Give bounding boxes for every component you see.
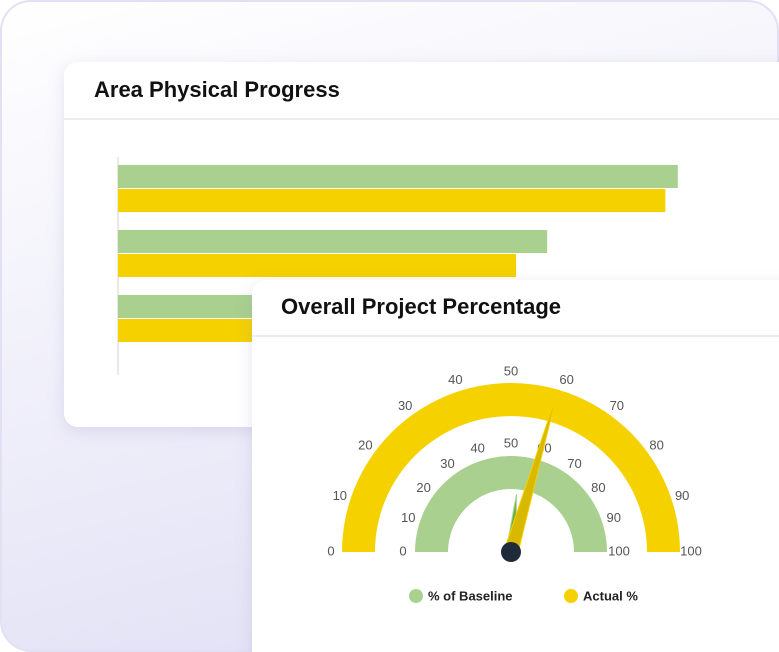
- gauge-tick-label: 50: [504, 363, 518, 378]
- gauge-tick-label: 80: [649, 438, 663, 453]
- bar: [118, 230, 548, 253]
- gauge-tick-label: 30: [398, 398, 412, 413]
- legend-swatch: [409, 589, 423, 603]
- chart-title: Overall Project Percentage: [281, 294, 561, 319]
- bar: [118, 165, 678, 188]
- gauge-tick-label: 40: [448, 372, 462, 387]
- gauge-tick-label: 80: [591, 480, 605, 495]
- legend-label: Actual %: [583, 588, 638, 603]
- gauge-tick-label: 20: [416, 480, 430, 495]
- gauge-tick-label: 40: [470, 441, 484, 456]
- gauge-band: [415, 456, 607, 552]
- bar: [118, 189, 666, 212]
- gauge-tick-label: 50: [504, 435, 518, 450]
- gauge-tick-label: 20: [358, 438, 372, 453]
- gauge-tick-label: 100: [680, 543, 702, 558]
- gauge-band: [342, 383, 680, 552]
- gauge-tick-label: 0: [399, 543, 406, 558]
- gauge-tick-label: 70: [567, 456, 581, 471]
- legend-swatch: [564, 589, 578, 603]
- gauge-tick-label: 70: [610, 398, 624, 413]
- bar: [118, 254, 517, 277]
- gauge-tick-label: 10: [333, 488, 347, 503]
- legend-label: % of Baseline: [428, 588, 513, 603]
- needle-hub: [501, 542, 521, 562]
- gauge-tick-label: 30: [440, 456, 454, 471]
- gauge-tick-label: 60: [559, 372, 573, 387]
- gauge-tick-label: 0: [327, 543, 334, 558]
- gauge-tick-label: 100: [608, 543, 630, 558]
- chart-title: Area Physical Progress: [94, 77, 340, 102]
- gauge-tick-label: 90: [675, 488, 689, 503]
- gauge-tick-label: 90: [606, 510, 620, 525]
- gauge-tick-label: 10: [401, 510, 415, 525]
